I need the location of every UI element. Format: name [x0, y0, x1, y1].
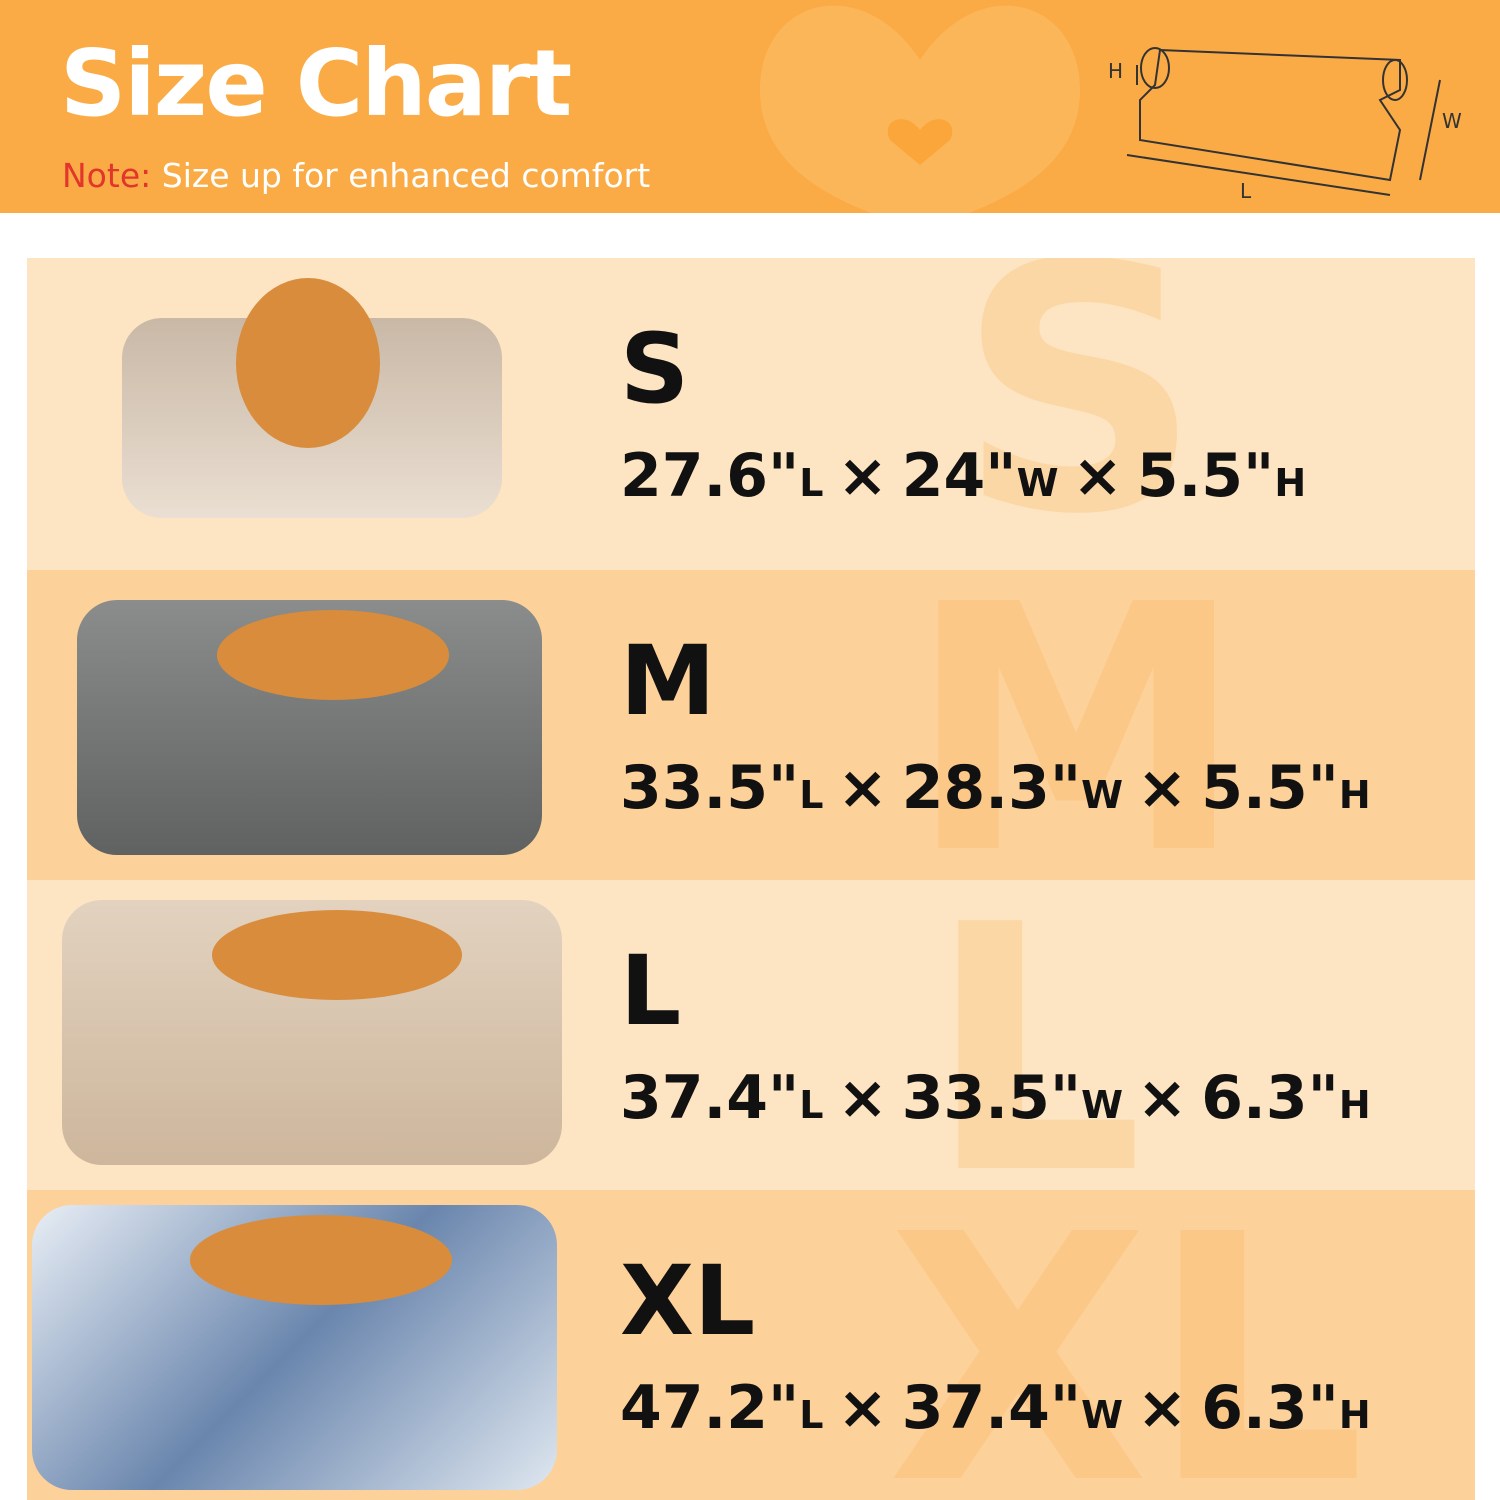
- separator: ×: [1137, 1373, 1188, 1443]
- dimensions: 33.5"L × 28.3"W × 5.5"H: [620, 753, 1385, 823]
- size-label: XL: [620, 1245, 756, 1357]
- length-label: L: [1240, 179, 1252, 203]
- dog: [212, 910, 462, 1000]
- dimension-unit: W: [1081, 1393, 1124, 1437]
- note-label: Note:: [62, 156, 152, 195]
- watermark-letter: L: [927, 853, 1144, 1249]
- size-label: M: [620, 625, 716, 737]
- dimension-unit: H: [1274, 461, 1307, 505]
- dimension-value: 5.5": [1136, 441, 1275, 511]
- dimension-value: 37.4": [620, 1063, 800, 1133]
- dimension-unit: L: [799, 1083, 824, 1127]
- height-label: H: [1108, 59, 1123, 83]
- dimension-value: 47.2": [620, 1373, 800, 1443]
- separator: ×: [837, 753, 888, 823]
- dimension-unit: H: [1338, 773, 1371, 817]
- dimension-unit: H: [1338, 1393, 1371, 1437]
- dimension-value: 6.3": [1201, 1373, 1339, 1443]
- dimension-value: 33.5": [901, 1063, 1082, 1133]
- watermark-letter: S: [957, 258, 1202, 589]
- dimension-unit: W: [1081, 1083, 1124, 1127]
- dog: [216, 610, 449, 700]
- dimension-value: 28.3": [901, 753, 1082, 823]
- watermark-letter: XL: [887, 1163, 1366, 1500]
- separator: ×: [837, 1373, 888, 1443]
- note-text: Size up for enhanced comfort: [161, 156, 651, 195]
- dimensions: 47.2"L × 37.4"W × 6.3"H: [620, 1373, 1385, 1443]
- dimension-value: 27.6": [620, 441, 800, 511]
- dimensions: 27.6"L × 24"W × 5.5"H: [620, 441, 1320, 511]
- dimensions: 37.4"L × 33.5"W × 6.3"H: [620, 1063, 1385, 1133]
- decoration: [760, 5, 1080, 213]
- dimension-value: 37.4": [901, 1373, 1082, 1443]
- dog: [189, 1215, 452, 1305]
- dimension-unit: W: [1081, 773, 1124, 817]
- dimension-unit: W: [1016, 461, 1059, 505]
- size-label: S: [620, 313, 690, 425]
- separator: ×: [1137, 1063, 1188, 1133]
- watermark-letter: M: [907, 533, 1245, 929]
- note: Note: Size up for enhanced comfort: [62, 156, 650, 195]
- separator: ×: [1072, 441, 1123, 511]
- separator: ×: [837, 441, 888, 511]
- separator: ×: [837, 1063, 888, 1133]
- header: Size Chart Note: Size up for enhanced co…: [0, 0, 1500, 213]
- title: Size Chart: [60, 30, 572, 137]
- dimension-unit: H: [1338, 1083, 1371, 1127]
- dimension-value: 33.5": [620, 753, 800, 823]
- dimension-value: 5.5": [1201, 753, 1339, 823]
- size-panel: S M L XL S 27.6"L × 24"W × 5.5"H M 33.5"L × 28.3"W × 5.…: [27, 258, 1475, 1500]
- dimension-unit: L: [799, 461, 824, 505]
- dimension-value: 6.3": [1201, 1063, 1339, 1133]
- width-label: W: [1442, 109, 1462, 133]
- dimension-value: 24": [901, 441, 1017, 511]
- separator: ×: [1137, 753, 1188, 823]
- bed-diagram: H W L: [1108, 47, 1462, 203]
- dimension-unit: L: [799, 773, 824, 817]
- dimension-unit: L: [799, 1393, 824, 1437]
- size-label: L: [620, 935, 682, 1047]
- dog: [236, 278, 381, 448]
